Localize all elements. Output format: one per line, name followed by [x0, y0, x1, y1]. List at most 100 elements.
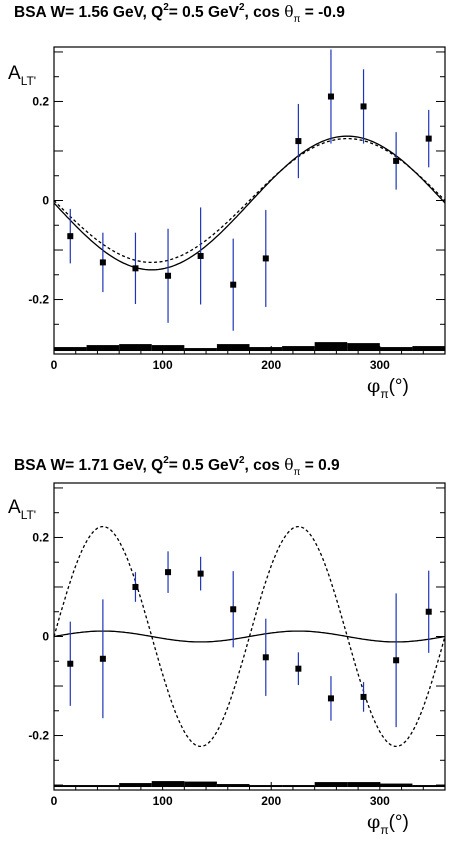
panel-2-ylabel: ALT'	[8, 497, 36, 522]
y-tick-label: 0.2	[32, 530, 49, 544]
marker	[327, 93, 334, 100]
data-point-3	[132, 572, 139, 602]
systematic-bar-1	[54, 785, 120, 788]
model-curve-dashed	[53, 137, 446, 264]
systematic-bar-12	[412, 346, 445, 352]
systematic-bar-5	[216, 784, 250, 788]
data-point-6	[230, 238, 237, 331]
data-point-5	[197, 556, 204, 591]
panel-2-curves	[53, 525, 446, 748]
panel-2-title: BSA W= 1.71 GeV, Q2= 0.5 GeV2, cos θπ = …	[14, 455, 340, 478]
panel-2-frame	[53, 482, 446, 791]
marker	[425, 608, 432, 615]
marker	[230, 606, 237, 613]
data-point-6	[230, 571, 237, 648]
panel-2-ticks: 0 100 200 300 -0.2 0 0.2	[28, 487, 446, 808]
marker	[132, 583, 139, 590]
panel-2-systematic-band	[54, 781, 445, 788]
data-point-5	[197, 207, 204, 305]
x-tick-label: 200	[261, 794, 281, 808]
panel-1-title: BSA W= 1.56 GeV, Q2= 0.5 GeV2, cos θπ = …	[14, 2, 345, 25]
panel-2-xlabel: φπ(°)	[367, 811, 409, 837]
panel-1: BSA W= 1.56 GeV, Q2= 0.5 GeV2, cos θπ = …	[8, 2, 446, 401]
x-tick-label: 300	[370, 358, 390, 372]
marker	[230, 281, 237, 288]
panel-1-ticks: 0 100 200 300 -0.2 0 0.2	[28, 51, 446, 372]
systematic-bar-3	[119, 344, 152, 352]
data-point-12	[425, 109, 432, 168]
systematic-bar-10	[347, 343, 380, 352]
marker	[99, 655, 106, 662]
data-point-8	[295, 652, 302, 686]
x-tick-label: 300	[370, 794, 390, 808]
systematic-bar-7	[282, 785, 315, 788]
marker	[393, 657, 400, 664]
panel-1-xlabel: φπ(°)	[367, 375, 409, 401]
y-tick-label: 0	[42, 194, 49, 208]
panel-1-systematic-band	[54, 342, 445, 352]
data-point-7	[262, 209, 269, 307]
marker	[295, 665, 302, 672]
data-point-4	[165, 228, 172, 323]
data-point-7	[262, 618, 269, 696]
marker	[425, 135, 432, 142]
systematic-bar-9	[314, 342, 348, 352]
y-tick-label: 0.2	[32, 94, 49, 108]
data-point-9	[327, 676, 334, 721]
marker	[67, 233, 74, 240]
y-tick-label: -0.2	[28, 293, 49, 307]
data-point-12	[425, 570, 432, 653]
model-curve-solid	[53, 630, 446, 643]
panel-1-frame	[53, 46, 446, 355]
data-point-1	[67, 208, 74, 264]
systematic-bar-6	[216, 344, 250, 352]
marker	[327, 695, 334, 702]
marker	[360, 103, 367, 110]
marker	[99, 259, 106, 266]
model-curve-solid	[53, 135, 446, 271]
data-point-10	[360, 682, 367, 712]
marker	[197, 252, 204, 259]
data-point-10	[360, 69, 367, 144]
marker	[67, 660, 74, 667]
data-point-2	[99, 599, 106, 719]
data-point-11	[393, 132, 400, 190]
systematic-bar-10	[379, 783, 413, 788]
panel-1-ylabel: ALT'	[8, 63, 36, 88]
marker	[393, 157, 400, 164]
systematic-bar-4	[184, 781, 217, 788]
systematic-bar-9	[347, 782, 380, 788]
marker	[165, 569, 172, 576]
x-tick-label: 0	[51, 794, 58, 808]
y-tick-label: -0.2	[28, 729, 49, 743]
data-point-4	[165, 551, 172, 593]
marker	[262, 654, 269, 661]
model-curve-dashed	[53, 525, 446, 748]
systematic-bar-1	[54, 347, 87, 352]
x-tick-label: 200	[261, 358, 281, 372]
panel-1-data-points	[67, 49, 432, 331]
systematic-bar-11	[379, 347, 413, 352]
data-point-8	[295, 103, 302, 179]
panel-2: BSA W= 1.71 GeV, Q2= 0.5 GeV2, cos θπ = …	[8, 455, 446, 837]
data-point-11	[393, 593, 400, 728]
systematic-bar-6	[249, 785, 283, 788]
data-point-9	[327, 49, 334, 144]
marker	[165, 272, 172, 279]
panel-2-data-points	[67, 551, 432, 728]
systematic-bar-4	[151, 345, 185, 352]
marker	[295, 138, 302, 145]
panel-1-curves	[53, 135, 446, 271]
systematic-bar-8	[282, 346, 315, 352]
systematic-bar-2	[86, 345, 120, 352]
y-tick-label: 0	[42, 630, 49, 644]
systematic-bar-5	[184, 348, 217, 352]
systematic-bar-7	[249, 347, 283, 352]
data-point-3	[132, 232, 139, 304]
x-tick-label: 100	[153, 794, 173, 808]
marker	[132, 265, 139, 272]
x-tick-label: 0	[51, 358, 58, 372]
data-point-1	[67, 621, 74, 706]
marker	[197, 570, 204, 577]
